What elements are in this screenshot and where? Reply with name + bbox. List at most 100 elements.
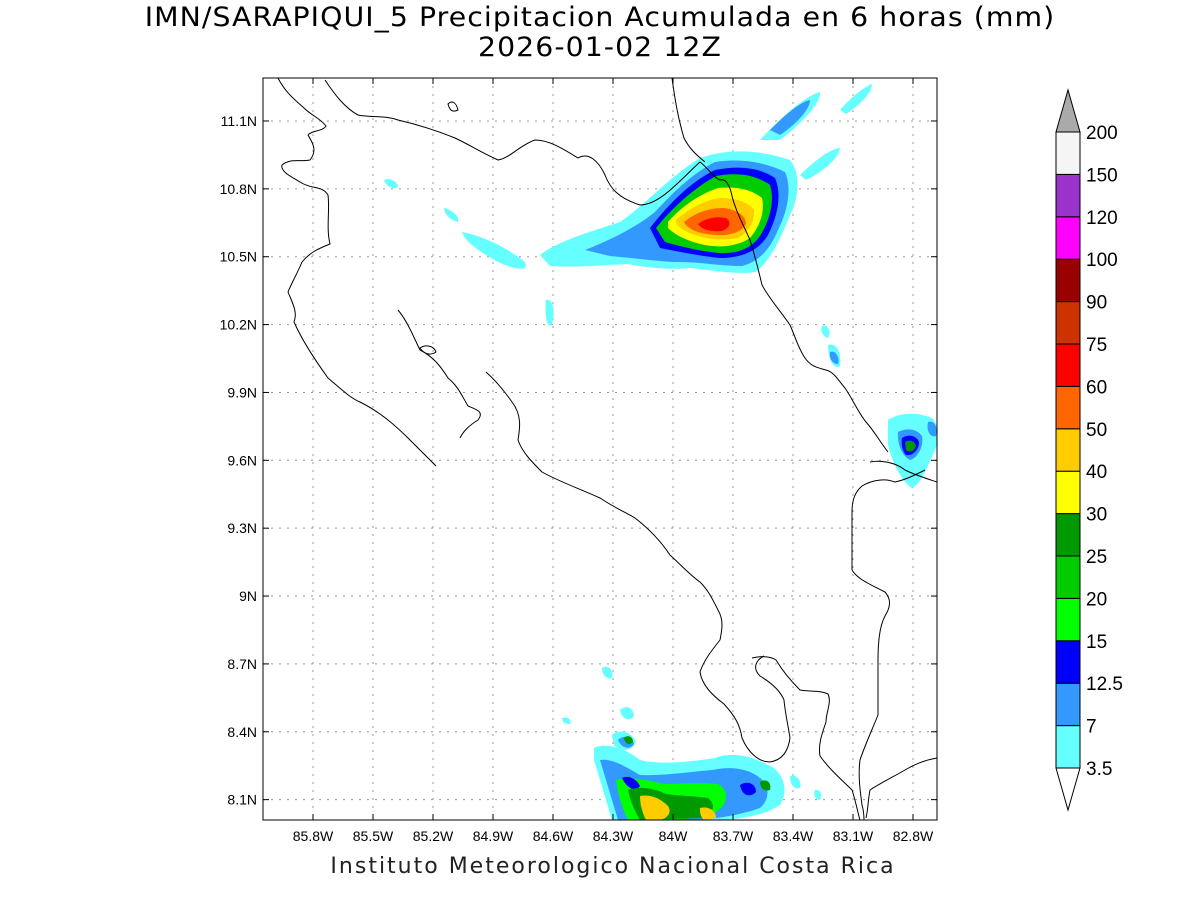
lon-tick-label: 84.3W bbox=[593, 828, 634, 844]
colorbar-swatch bbox=[1055, 131, 1081, 175]
colorbar-max-arrow bbox=[1055, 88, 1081, 133]
caribbean-coast bbox=[671, 78, 706, 163]
lon-tick-label: 84.6W bbox=[533, 828, 574, 844]
precip-area-3.5 bbox=[800, 148, 840, 180]
precip-area-12.5 bbox=[740, 782, 756, 796]
lake-nicaragua-shore bbox=[324, 79, 889, 453]
colorbar-swatch bbox=[1055, 301, 1081, 345]
map-frame bbox=[262, 77, 938, 821]
panama-caribbean-coast bbox=[869, 460, 937, 483]
precip-area-40 bbox=[640, 795, 670, 820]
map-axis-labels: 11.1N 10.8N 10.5N 10.2N 9.9N 9.6N 9.3N 9N 8.7N 8.… bbox=[220, 78, 937, 844]
osa-peninsula-coast bbox=[699, 639, 791, 763]
map-datetime: 2026-01-02 12Z bbox=[478, 32, 722, 63]
precip-southern-cluster bbox=[562, 666, 822, 820]
precip-area-3.5 bbox=[814, 789, 822, 800]
lon-tick-label: 84W bbox=[659, 828, 689, 844]
lon-tick-label: 85.5W bbox=[353, 828, 394, 844]
lat-tick-label: 10.5N bbox=[220, 249, 257, 265]
colorbar-level-label: 15 bbox=[1086, 632, 1107, 653]
colorbar-level-label: 30 bbox=[1086, 505, 1107, 526]
lat-tick-label: 9N bbox=[239, 588, 257, 604]
precip-area-60 bbox=[698, 217, 730, 232]
institution-credit: Instituto Meteorologico Nacional Costa R… bbox=[330, 854, 896, 879]
colorbar-level-label: 120 bbox=[1086, 208, 1118, 229]
colorbar-swatch bbox=[1055, 513, 1081, 557]
lat-tick-label: 9.9N bbox=[227, 384, 257, 400]
precip-area-3.5 bbox=[545, 299, 554, 326]
lat-tick-label: 8.7N bbox=[227, 656, 257, 672]
lat-tick-label: 10.8N bbox=[220, 181, 257, 197]
precip-eastern-coast-cell bbox=[888, 413, 937, 488]
precip-area-40 bbox=[700, 807, 716, 820]
lon-tick-label: 82.8W bbox=[893, 828, 934, 844]
colorbar-swatch bbox=[1055, 555, 1081, 599]
precip-area-12.5 bbox=[622, 776, 640, 790]
colorbar-swatch bbox=[1055, 428, 1081, 472]
lon-tick-label: 83.4W bbox=[773, 828, 814, 844]
colorbar-level-label: 90 bbox=[1086, 293, 1107, 314]
precip-area-3.5 bbox=[384, 179, 398, 189]
precip-northern-band bbox=[384, 84, 872, 367]
island-small bbox=[447, 101, 459, 112]
colorbar-level-label: 3.5 bbox=[1086, 759, 1112, 780]
colorbar-swatch bbox=[1055, 725, 1081, 769]
nicaragua-border-line bbox=[277, 78, 437, 467]
colorbar-swatch bbox=[1055, 640, 1081, 684]
precip-area-25 bbox=[760, 780, 771, 791]
lat-tick-label: 10.2N bbox=[220, 317, 257, 333]
colorbar-level-label: 100 bbox=[1086, 250, 1118, 271]
precip-area-3.5 bbox=[462, 232, 526, 269]
golfo-dulce-coast bbox=[751, 656, 861, 820]
precip-area-3.5 bbox=[602, 666, 613, 679]
precip-area-3.5 bbox=[562, 717, 571, 724]
colorbar-min-arrow bbox=[1055, 767, 1081, 812]
map-title: IMN/SARAPIQUI_5 Precipitacion Acumulada … bbox=[144, 2, 1056, 33]
lon-tick-label: 85.8W bbox=[293, 828, 334, 844]
panama-border bbox=[851, 469, 926, 820]
colorbar-level-label: 12.5 bbox=[1086, 674, 1123, 695]
map-gridlines bbox=[263, 78, 937, 820]
colorbar-swatch bbox=[1055, 682, 1081, 727]
lat-tick-label: 9.6N bbox=[227, 452, 257, 468]
panama-pacific-coast bbox=[865, 757, 937, 819]
nicoya-gulf-coast bbox=[397, 309, 481, 439]
precip-area-3.5 bbox=[620, 707, 634, 720]
colorbar-level-label: 40 bbox=[1086, 462, 1107, 483]
colorbar-level-label: 7 bbox=[1086, 717, 1097, 738]
colorbar-level-label: 20 bbox=[1086, 589, 1107, 610]
precip-area-7 bbox=[829, 351, 839, 364]
precip-area-7 bbox=[770, 100, 810, 135]
colorbar-level-label: 200 bbox=[1086, 123, 1118, 144]
central-pacific-coast bbox=[485, 371, 723, 641]
coastlines-borders bbox=[277, 78, 937, 820]
precip-area-3.5 bbox=[444, 208, 459, 222]
precip-area-25 bbox=[905, 440, 916, 452]
colorbar-level-label: 25 bbox=[1086, 547, 1107, 568]
colorbar-swatch bbox=[1055, 216, 1081, 260]
colorbar-swatch bbox=[1055, 173, 1081, 218]
colorbar-level-label: 75 bbox=[1086, 335, 1107, 356]
lat-tick-label: 11.1N bbox=[221, 113, 257, 129]
lon-tick-label: 83.1W bbox=[833, 828, 874, 844]
precip-area-7 bbox=[927, 421, 937, 437]
lat-tick-label: 8.4N bbox=[227, 724, 257, 740]
lon-tick-label: 84.9W bbox=[473, 828, 514, 844]
lon-tick-label: 85.2W bbox=[413, 828, 454, 844]
colorbar-swatch bbox=[1055, 470, 1081, 515]
lon-tick-label: 83.7W bbox=[713, 828, 754, 844]
colorbar-swatch bbox=[1055, 343, 1081, 387]
precip-area-3.5 bbox=[790, 775, 801, 789]
lat-tick-label: 9.3N bbox=[227, 520, 257, 536]
precip-area-25 bbox=[624, 736, 633, 745]
colorbar-level-label: 60 bbox=[1086, 377, 1107, 398]
colorbar-level-label: 50 bbox=[1086, 420, 1107, 441]
colorbar-swatch bbox=[1055, 258, 1081, 303]
island-nicoya bbox=[419, 345, 437, 355]
lat-tick-label: 8.1N bbox=[227, 792, 257, 808]
colorbar-swatch bbox=[1055, 385, 1081, 430]
colorbar-swatch bbox=[1055, 597, 1081, 642]
precip-area-3.5 bbox=[821, 325, 830, 338]
